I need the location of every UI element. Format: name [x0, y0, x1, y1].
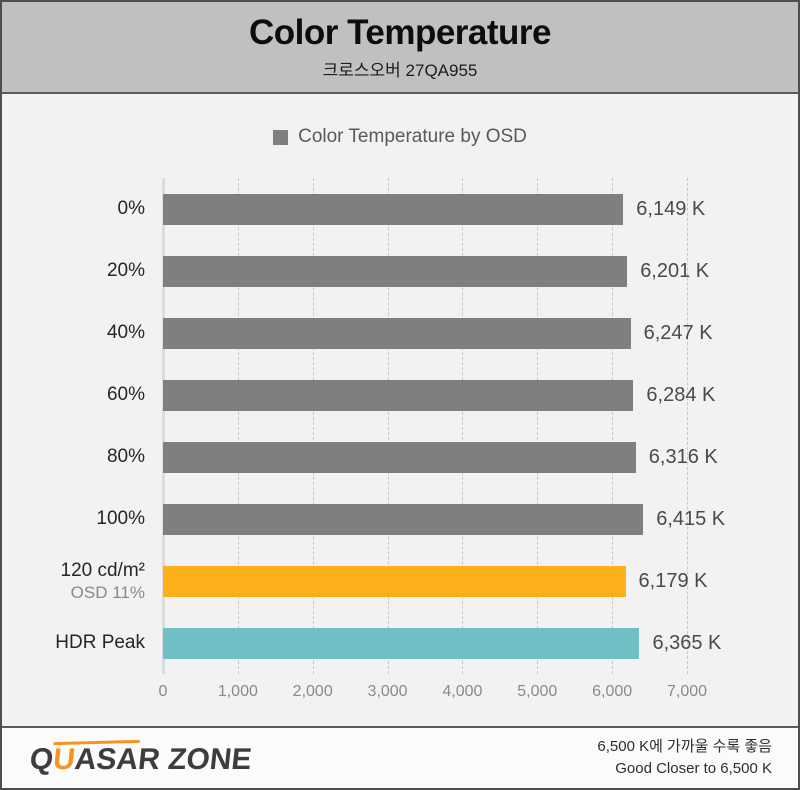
plot-area: 0% 6,149 K 20% 6,201 K 40% 6,247 K 60% 6,284 K 8… [55, 178, 725, 674]
value-label: 6,149 K [636, 197, 706, 220]
footer-note: 6,500 K에 가까울 수록 좋음 Good Closer to 6,500 … [597, 736, 772, 780]
bar-row: HDR Peak 6,365 K [55, 612, 721, 674]
footer-note-english: Good Closer to 6,500 K [615, 760, 772, 777]
footer-note-korean: 6,500 K에 가까울 수록 좋음 [597, 738, 772, 756]
footer: QUASAR ZONE 6,500 K에 가까울 수록 좋음 Good Clos… [2, 726, 798, 788]
x-tick-label: 6,000 [592, 683, 633, 700]
bar [163, 441, 636, 473]
category-label: 80% [107, 445, 145, 469]
value-label: 6,247 K [643, 321, 713, 344]
category-label-main: 120 cd/m² [60, 559, 145, 581]
bar [163, 565, 626, 597]
quasarzone-logo: QUASAR ZONE [28, 739, 254, 776]
value-label: 6,201 K [640, 259, 710, 282]
category-label: 40% [107, 321, 145, 345]
gridline [387, 178, 389, 674]
x-tick-label: 4,000 [442, 683, 483, 700]
x-tick-label: 5,000 [517, 683, 558, 700]
value-label: 6,365 K [652, 631, 722, 654]
value-label: 6,179 K [638, 569, 708, 592]
gridline [537, 178, 539, 674]
x-tick-label: 0 [158, 683, 168, 700]
bar-rows-container: 0% 6,149 K 20% 6,201 K 40% 6,247 K 60% 6,284 K 8… [55, 178, 725, 674]
bar-row: 40% 6,247 K [107, 302, 713, 364]
legend-swatch-icon [273, 129, 289, 145]
value-label: 6,415 K [656, 507, 726, 530]
category-label: 20% [107, 259, 145, 283]
gridline [312, 178, 314, 674]
gridline [612, 178, 614, 674]
page-title: Color Temperature [248, 13, 552, 52]
bar [163, 255, 628, 287]
logo-text-rest: ASAR ZONE [73, 743, 254, 776]
category-label-sub: OSD 11% [70, 583, 145, 603]
value-label: 6,284 K [646, 383, 716, 406]
bar-row: 100% 6,415 K [96, 488, 725, 550]
gridline [462, 178, 464, 674]
x-tick-label: 2,000 [292, 683, 333, 700]
bar [163, 317, 631, 349]
legend-label: Color Temperature by OSD [298, 126, 527, 147]
bar [163, 627, 640, 659]
bar-row: 20% 6,201 K [107, 240, 709, 302]
category-label: 120 cd/m² OSD 11% [61, 559, 145, 604]
y-axis-line [162, 178, 165, 674]
category-label-main: HDR Peak [55, 632, 145, 654]
gridline [687, 178, 688, 674]
category-label: HDR Peak [55, 631, 145, 655]
category-label-main: 60% [106, 384, 145, 406]
bar-row: 80% 6,316 K [107, 426, 718, 488]
chart-header: Color Temperature 크로스오버 27QA955 [2, 2, 798, 94]
bar-row: 60% 6,284 K [107, 364, 715, 426]
bar [163, 503, 644, 535]
category-label-main: 20% [106, 260, 145, 282]
legend: Color Temperature by OSD [2, 124, 798, 150]
value-label: 6,316 K [648, 445, 718, 468]
x-tick-label: 3,000 [367, 683, 408, 700]
category-label: 0% [118, 197, 145, 221]
category-label: 100% [96, 507, 145, 531]
x-tick-label: 1,000 [217, 683, 258, 700]
gridline [237, 178, 239, 674]
bar [163, 193, 624, 225]
category-label-main: 80% [106, 446, 145, 468]
bar-row: 120 cd/m² OSD 11% 6,179 K [61, 550, 708, 612]
category-label-main: 0% [117, 198, 145, 220]
bar-row: 0% 6,149 K [118, 178, 705, 240]
category-label-main: 100% [96, 508, 145, 530]
x-axis: 0 1,000 2,000 3,000 4,000 5,000 6,000 7,000 [159, 674, 707, 710]
page-subtitle: 크로스오버 27QA955 [322, 61, 478, 80]
category-label: 60% [107, 383, 145, 407]
category-label-main: 40% [106, 322, 145, 344]
bar [163, 379, 634, 411]
chart-area: Color Temperature by OSD 0% 6,149 K 20% 6,2… [2, 94, 798, 726]
x-tick-label: 7,000 [666, 683, 708, 700]
